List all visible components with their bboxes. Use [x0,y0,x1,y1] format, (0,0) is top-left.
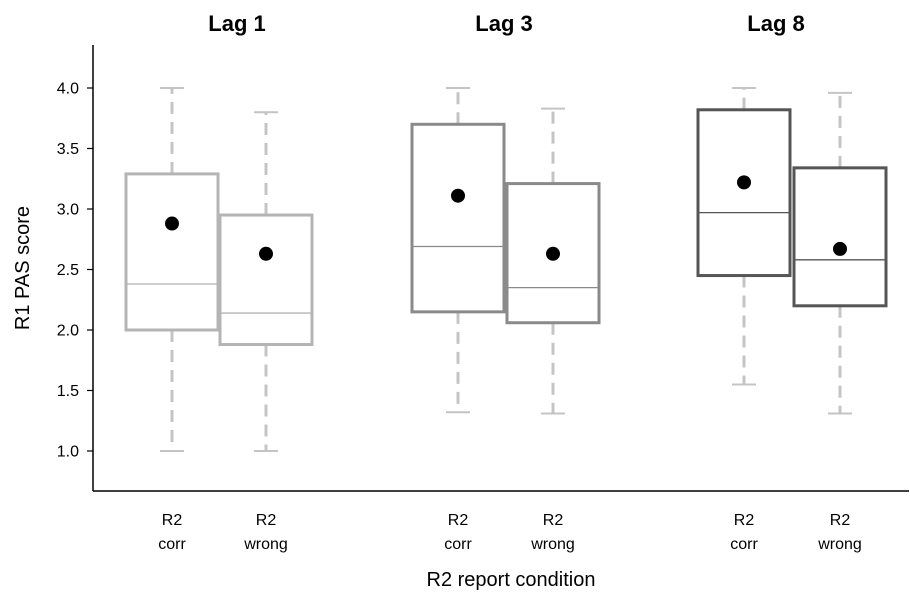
mean-marker [451,188,465,203]
y-tick-label: 1.5 [57,383,79,400]
y-tick-label: 2.5 [57,262,79,279]
mean-marker [546,246,560,261]
category-label-line2: corr [444,536,472,553]
box-plot-item [696,87,792,386]
box-plot-item [792,91,888,415]
box-plot-item [218,111,314,452]
y-tick-label: 2.0 [57,323,79,340]
category-label-line2: wrong [817,536,862,553]
y-axis: 1.0 1.5 2.0 2.5 3.0 3.5 4.0 [57,81,93,461]
x-axis-title: R2 report condition [427,569,596,591]
y-axis-title: R1 PAS score [12,206,34,330]
group-title: Lag 8 [747,11,804,36]
plot-frame [92,45,909,492]
category-label-line2: corr [730,536,758,553]
group-title: Lag 1 [208,11,265,36]
category-label-line1: R2 [256,512,277,529]
mean-marker [833,241,847,256]
category-label-line1: R2 [543,512,564,529]
box-iqr [696,108,792,278]
box-plot-item [410,87,506,414]
category-label-line2: corr [158,536,186,553]
category-label-line2: wrong [243,536,288,553]
mean-marker [259,246,273,261]
mean-marker [737,175,751,190]
y-tick-label: 4.0 [57,81,79,98]
y-tick-label: 3.5 [57,141,79,158]
box-iqr [124,172,220,332]
category-label-line1: R2 [734,512,755,529]
box-iqr [410,122,506,314]
category-label-line1: R2 [162,512,183,529]
group-titles: Lag 1 Lag 3 Lag 8 [208,11,804,36]
box-plot-item [124,87,220,452]
category-label-line2: wrong [530,536,575,553]
y-tick-label: 3.0 [57,202,79,219]
category-label-line1: R2 [448,512,469,529]
box-plot-item [505,107,601,415]
boxes [124,87,888,452]
y-tick-label: 1.0 [57,444,79,461]
category-label-line1: R2 [830,512,851,529]
group-title: Lag 3 [475,11,532,36]
mean-marker [165,216,179,231]
x-axis-labels: R2 corr R2 wrong R2 corr R2 wrong R2 corr R2 wrong [158,512,862,553]
box-iqr [218,213,314,347]
box-iqr [792,166,888,308]
